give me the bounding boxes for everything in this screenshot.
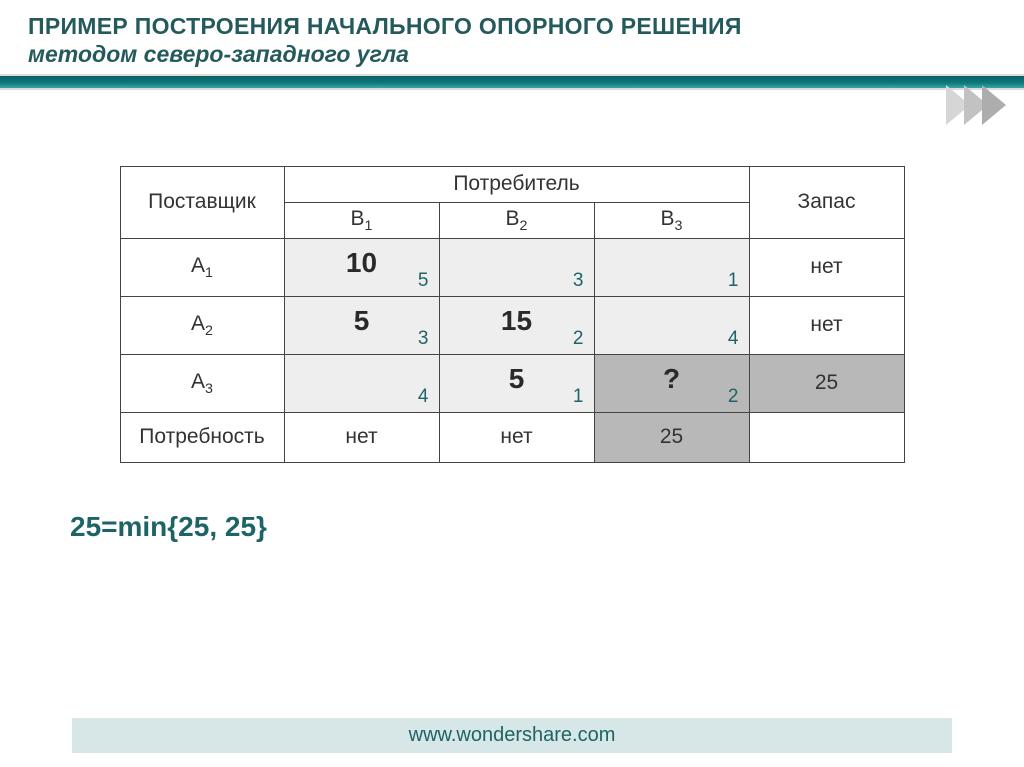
alloc-cell: 53	[284, 296, 439, 354]
consumer-col: B1	[284, 202, 439, 238]
divider-wrap	[0, 76, 1024, 96]
slide-subtitle: методом северо-западного угла	[28, 41, 996, 68]
consumer-header: Потребитель	[284, 166, 749, 202]
demand-cell: 25	[594, 412, 749, 462]
divider-bar	[0, 76, 1024, 88]
stock-cell: 25	[749, 354, 904, 412]
footer-link: www.wondershare.com	[72, 718, 952, 753]
chevron-icon	[982, 85, 1006, 125]
demand-cell: нет	[284, 412, 439, 462]
alloc-cell: 3	[439, 238, 594, 296]
table-container: Поставщик Потребитель Запас B1 B2 B3 A1 …	[0, 166, 1024, 463]
alloc-cell-active: ?2	[594, 354, 749, 412]
slide-title: ПРИМЕР ПОСТРОЕНИЯ НАЧАЛЬНОГО ОПОРНОГО РЕ…	[28, 12, 996, 41]
supplier-row: A2	[120, 296, 284, 354]
stock-header: Запас	[749, 166, 904, 238]
alloc-cell: 105	[284, 238, 439, 296]
transport-table: Поставщик Потребитель Запас B1 B2 B3 A1 …	[120, 166, 905, 463]
demand-header: Потребность	[120, 412, 284, 462]
stock-cell: нет	[749, 238, 904, 296]
alloc-cell: 152	[439, 296, 594, 354]
footer: www.wondershare.com	[0, 718, 1024, 753]
alloc-cell: 51	[439, 354, 594, 412]
alloc-cell: 1	[594, 238, 749, 296]
alloc-cell: 4	[284, 354, 439, 412]
empty-cell	[749, 412, 904, 462]
supplier-row: A1	[120, 238, 284, 296]
slide-header: ПРИМЕР ПОСТРОЕНИЯ НАЧАЛЬНОГО ОПОРНОГО РЕ…	[0, 0, 1024, 76]
demand-cell: нет	[439, 412, 594, 462]
chevrons	[952, 85, 1006, 125]
alloc-cell: 4	[594, 296, 749, 354]
table-row: A2 53 152 4 нет	[120, 296, 904, 354]
demand-row: Потребность нет нет 25	[120, 412, 904, 462]
supplier-header: Поставщик	[120, 166, 284, 238]
supplier-row: A3	[120, 354, 284, 412]
consumer-col: B2	[439, 202, 594, 238]
stock-cell: нет	[749, 296, 904, 354]
formula-text: 25=min{25, 25}	[70, 511, 1024, 543]
table-row: A3 4 51 ?2 25	[120, 354, 904, 412]
consumer-col: B3	[594, 202, 749, 238]
table-row: A1 105 3 1 нет	[120, 238, 904, 296]
